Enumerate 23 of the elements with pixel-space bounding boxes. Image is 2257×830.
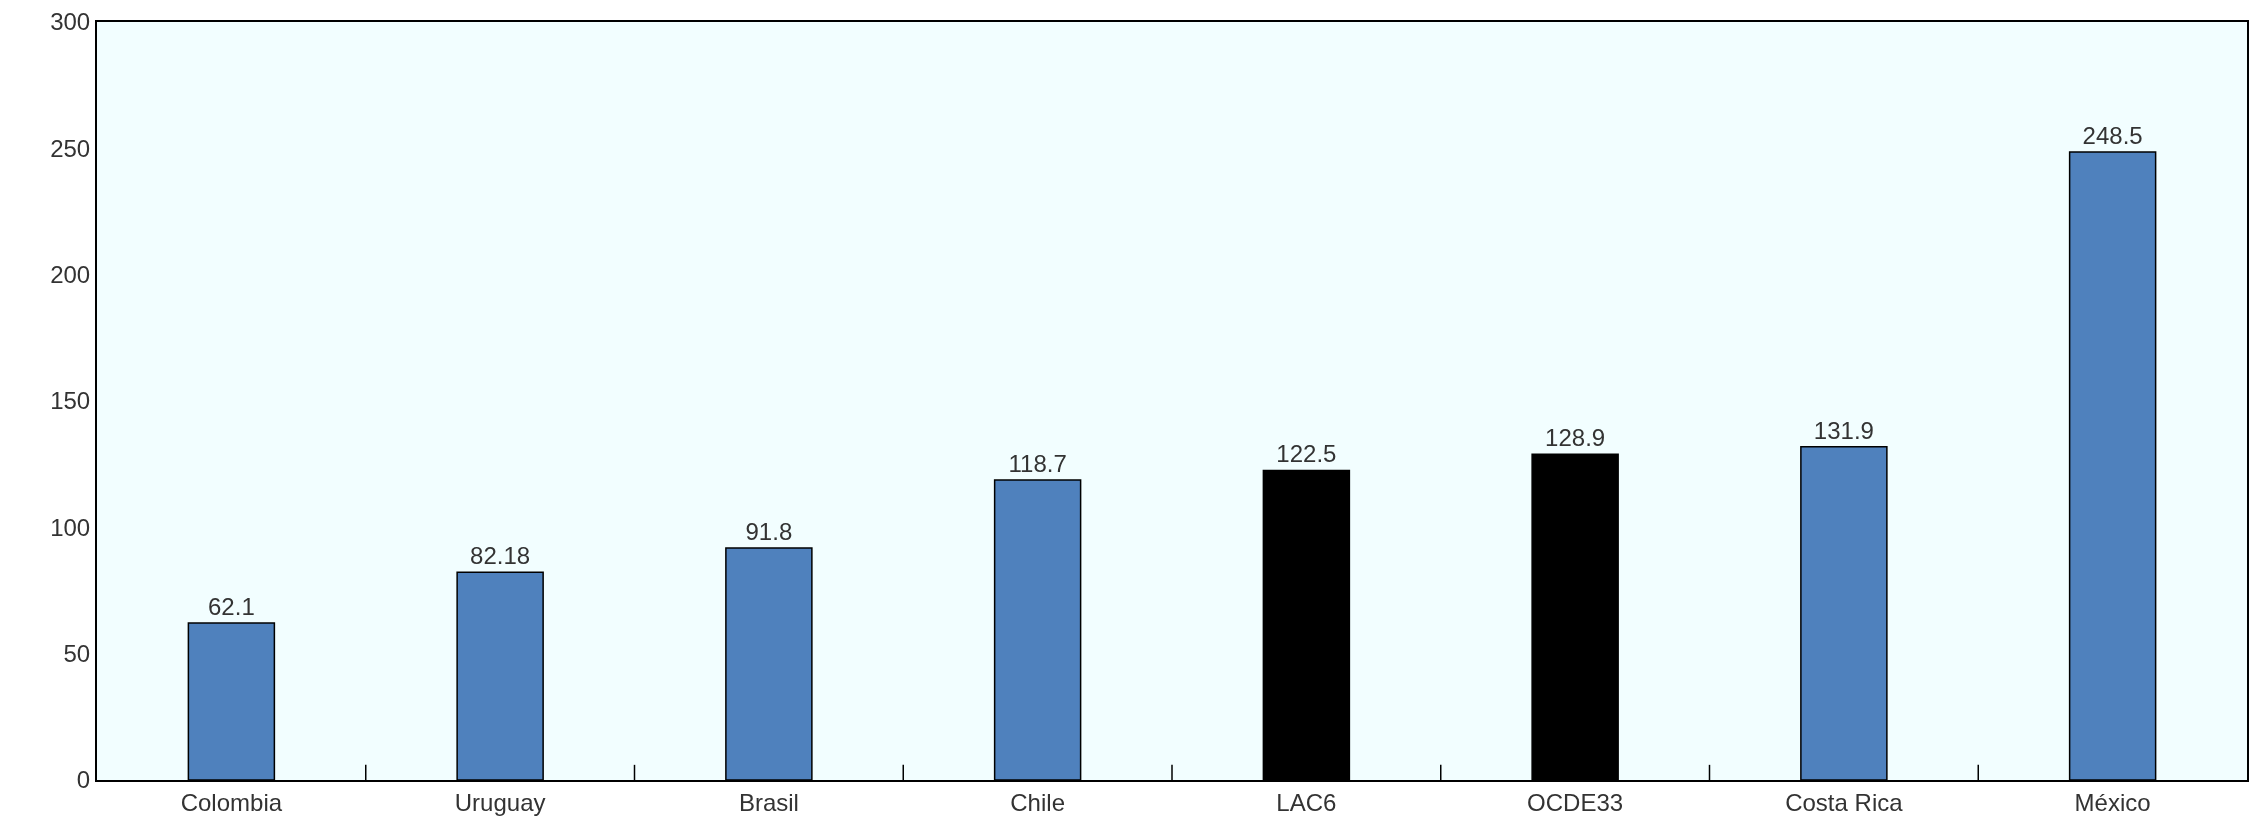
data-label: 248.5 <box>2082 122 2143 150</box>
data-label: 82.18 <box>470 542 531 570</box>
y-tick-label: 300 <box>50 8 91 36</box>
y-tick-label: 0 <box>76 766 91 794</box>
y-tick-label: 200 <box>50 261 91 289</box>
x-tick-label: OCDE33 <box>1527 788 1624 816</box>
x-tick-label: Colombia <box>180 788 283 816</box>
y-tick-label: 250 <box>50 134 91 162</box>
x-tick-label: LAC6 <box>1276 788 1337 816</box>
y-tick-label: 100 <box>50 513 91 541</box>
x-tick-label: Chile <box>1010 788 1065 816</box>
data-label: 131.9 <box>1813 416 1874 444</box>
x-tick-label: Costa Rica <box>1785 788 1904 816</box>
data-label: 128.9 <box>1545 424 1606 452</box>
data-label: 91.8 <box>745 518 793 546</box>
y-tick-label: 150 <box>50 387 91 415</box>
y-tick-label: 50 <box>63 640 91 668</box>
data-label: 118.7 <box>1008 450 1067 478</box>
x-tick-label: Uruguay <box>454 788 546 816</box>
data-label: 62.1 <box>208 593 255 621</box>
x-tick-label: México <box>2074 788 2151 816</box>
x-tick-label: Brasil <box>738 788 799 816</box>
data-label: 122.5 <box>1276 440 1337 468</box>
